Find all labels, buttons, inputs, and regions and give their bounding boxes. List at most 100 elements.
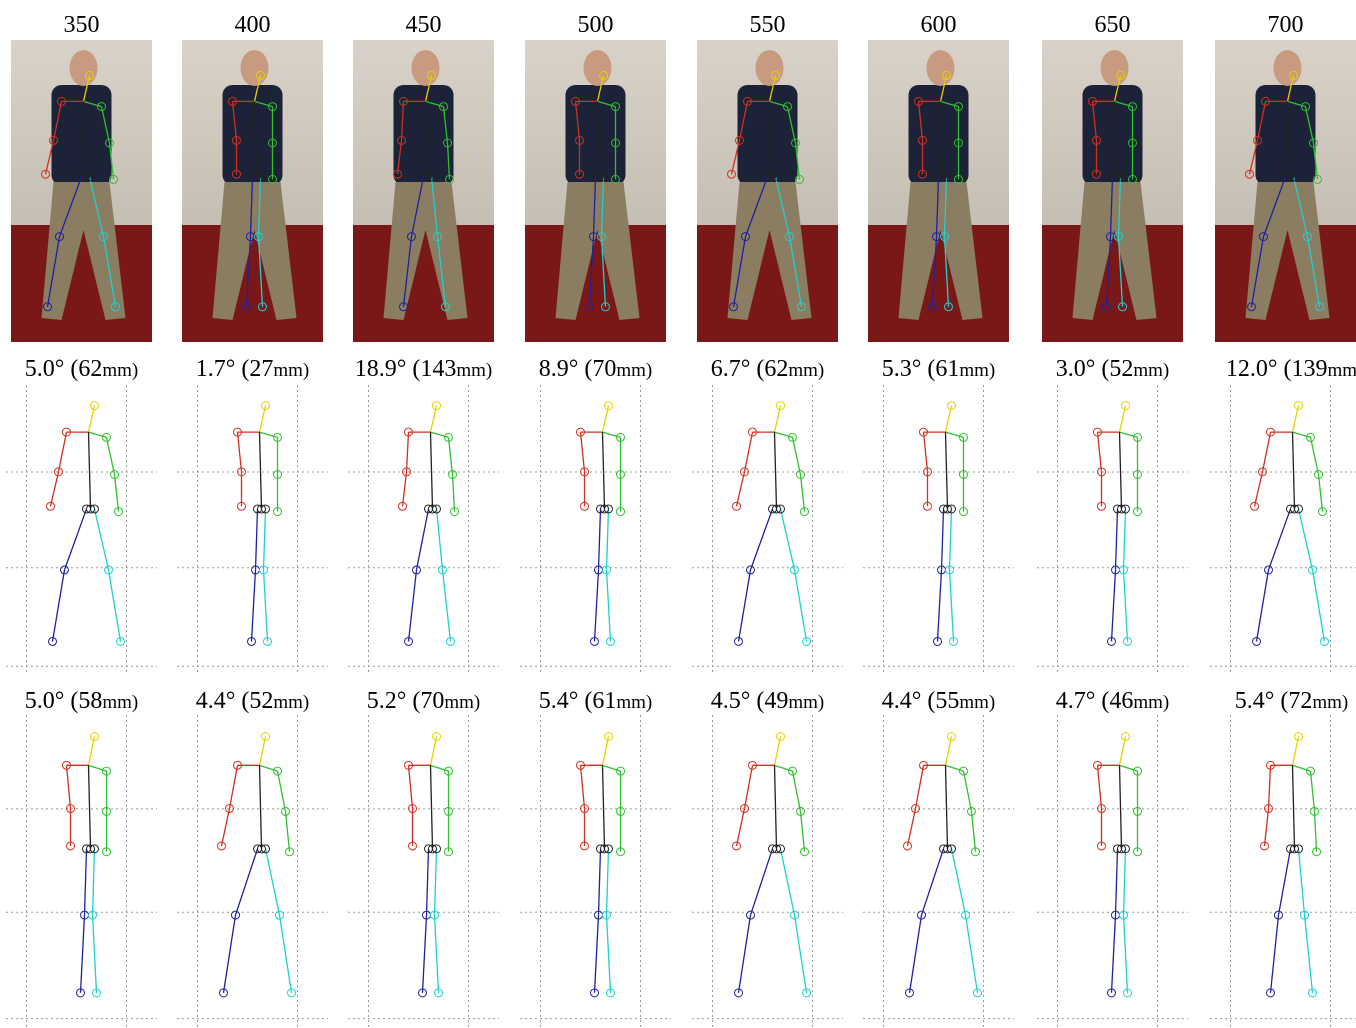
bone <box>1116 509 1118 570</box>
bone <box>1098 432 1102 472</box>
error-unit: mm) <box>616 360 652 381</box>
frame-label: 350 <box>64 12 100 38</box>
bone <box>1120 765 1122 849</box>
pose-panel <box>1037 385 1188 675</box>
photo-head <box>1101 50 1129 86</box>
bone <box>53 570 65 642</box>
error-main: 4.4° (52 <box>196 688 274 714</box>
bone <box>238 432 242 472</box>
error-label: 18.9° (143mm) <box>355 356 492 382</box>
error-unit: mm) <box>616 692 652 713</box>
photo-floor <box>182 225 323 342</box>
bone <box>751 849 773 915</box>
bone <box>595 570 599 642</box>
bone <box>286 811 290 851</box>
bone <box>801 475 805 512</box>
photo-head <box>584 50 612 86</box>
error-unit: mm) <box>102 360 138 381</box>
pose-panel <box>692 715 843 1028</box>
error-main: 5.4° (61 <box>539 688 617 714</box>
error-main: 5.0° (62 <box>25 356 103 382</box>
bone <box>793 771 801 811</box>
error-unit: mm) <box>444 692 480 713</box>
bone <box>256 509 258 570</box>
bone <box>264 509 266 570</box>
pose-panel <box>348 715 499 1028</box>
photo <box>11 40 152 342</box>
error-unit: mm) <box>788 692 824 713</box>
bone <box>950 509 952 570</box>
bone <box>89 765 91 849</box>
bone <box>222 809 230 846</box>
photo-floor <box>1042 225 1183 342</box>
error-unit: mm) <box>959 360 995 381</box>
bone <box>435 915 439 993</box>
bone <box>739 570 751 642</box>
bone <box>266 849 280 915</box>
bone <box>795 915 807 993</box>
photo-torso <box>1083 85 1143 185</box>
bone <box>1299 849 1305 915</box>
bone <box>924 432 928 472</box>
error-label: 5.0° (62mm) <box>25 356 138 382</box>
pose-panel <box>520 715 671 1028</box>
bone <box>739 915 751 993</box>
error-main: 3.0° (52 <box>1056 356 1134 382</box>
error-label: 4.4° (55mm) <box>882 688 995 714</box>
bone <box>795 570 807 642</box>
bone <box>1263 432 1271 472</box>
bone <box>1124 915 1128 993</box>
bone <box>443 570 451 642</box>
bone <box>431 432 433 509</box>
photo-floor <box>1215 225 1356 342</box>
bone <box>581 432 585 472</box>
error-unit: mm) <box>788 360 824 381</box>
bone <box>972 811 976 851</box>
bone <box>1112 915 1116 993</box>
photo-head <box>241 50 269 86</box>
photo-torso <box>738 85 798 185</box>
error-unit: mm) <box>1133 360 1169 381</box>
bone <box>264 570 268 642</box>
pose-panel <box>6 385 157 675</box>
frame-label: 450 <box>406 12 442 38</box>
bone <box>252 570 256 642</box>
pose-panel <box>1037 715 1188 1028</box>
bone <box>409 570 417 642</box>
bone <box>51 472 59 506</box>
photo-head <box>756 50 784 86</box>
bone <box>603 432 605 509</box>
photo <box>182 40 323 342</box>
bone <box>1299 509 1313 570</box>
photo-floor <box>11 225 152 342</box>
bone <box>409 765 413 808</box>
error-label: 8.9° (70mm) <box>539 356 652 382</box>
photo-floor <box>525 225 666 342</box>
bone <box>260 432 262 509</box>
error-main: 5.3° (61 <box>882 356 960 382</box>
bone <box>775 432 777 509</box>
bone <box>1265 809 1269 846</box>
bone <box>1271 915 1279 993</box>
photo <box>353 40 494 342</box>
error-unit: mm <box>1328 360 1356 381</box>
error-unit: mm) <box>102 692 138 713</box>
bone <box>109 570 121 642</box>
bone <box>93 915 97 993</box>
photo <box>697 40 838 342</box>
bone <box>65 509 87 570</box>
bone <box>607 570 611 642</box>
error-unit: mm) <box>959 692 995 713</box>
bone <box>599 849 601 915</box>
bone <box>964 771 972 811</box>
bone <box>581 765 585 808</box>
bone <box>1116 849 1118 915</box>
bone <box>1305 915 1313 993</box>
error-label: 4.5° (49mm) <box>711 688 824 714</box>
bone <box>952 849 966 915</box>
pose-panel <box>177 715 328 1028</box>
bone <box>751 509 773 570</box>
photo <box>525 40 666 342</box>
bone <box>1311 437 1319 474</box>
bone <box>1311 771 1315 811</box>
